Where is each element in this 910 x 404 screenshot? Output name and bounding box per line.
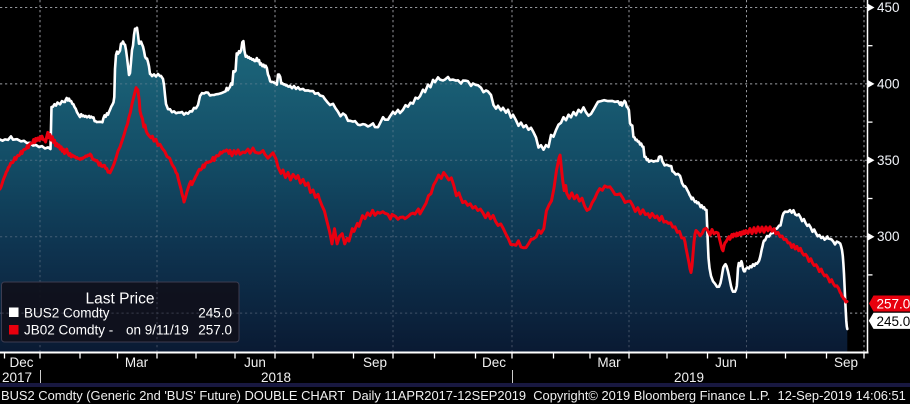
svg-text:BUS2 Comdty: BUS2 Comdty	[24, 306, 110, 321]
svg-text:on 9/11/19: on 9/11/19	[126, 323, 189, 338]
svg-text:257.0: 257.0	[877, 297, 910, 312]
svg-text:300: 300	[877, 229, 900, 244]
svg-text:2017: 2017	[2, 370, 32, 385]
svg-text:Jun: Jun	[244, 355, 266, 370]
svg-text:Sep: Sep	[363, 355, 387, 370]
svg-text:Mar: Mar	[597, 355, 621, 370]
svg-text:Dec: Dec	[9, 355, 33, 370]
svg-text:JB02 Comdty -: JB02 Comdty -	[24, 323, 113, 338]
svg-text:Last Price: Last Price	[86, 291, 155, 308]
svg-text:350: 350	[877, 153, 900, 168]
svg-text:Dec: Dec	[482, 355, 506, 370]
svg-text:Jun: Jun	[715, 355, 737, 370]
svg-text:450: 450	[877, 0, 900, 15]
svg-text:Sep: Sep	[834, 355, 858, 370]
svg-text:257.0: 257.0	[198, 323, 232, 338]
svg-text:2018: 2018	[261, 370, 291, 385]
svg-text:2019: 2019	[674, 370, 704, 385]
svg-text:245.0: 245.0	[877, 314, 910, 329]
svg-text:BUS2 Comdty (Generic 2nd 'BUS': BUS2 Comdty (Generic 2nd 'BUS' Future) D…	[1, 388, 906, 403]
svg-text:245.0: 245.0	[198, 306, 232, 321]
svg-text:Mar: Mar	[125, 355, 149, 370]
svg-text:400: 400	[877, 76, 900, 91]
